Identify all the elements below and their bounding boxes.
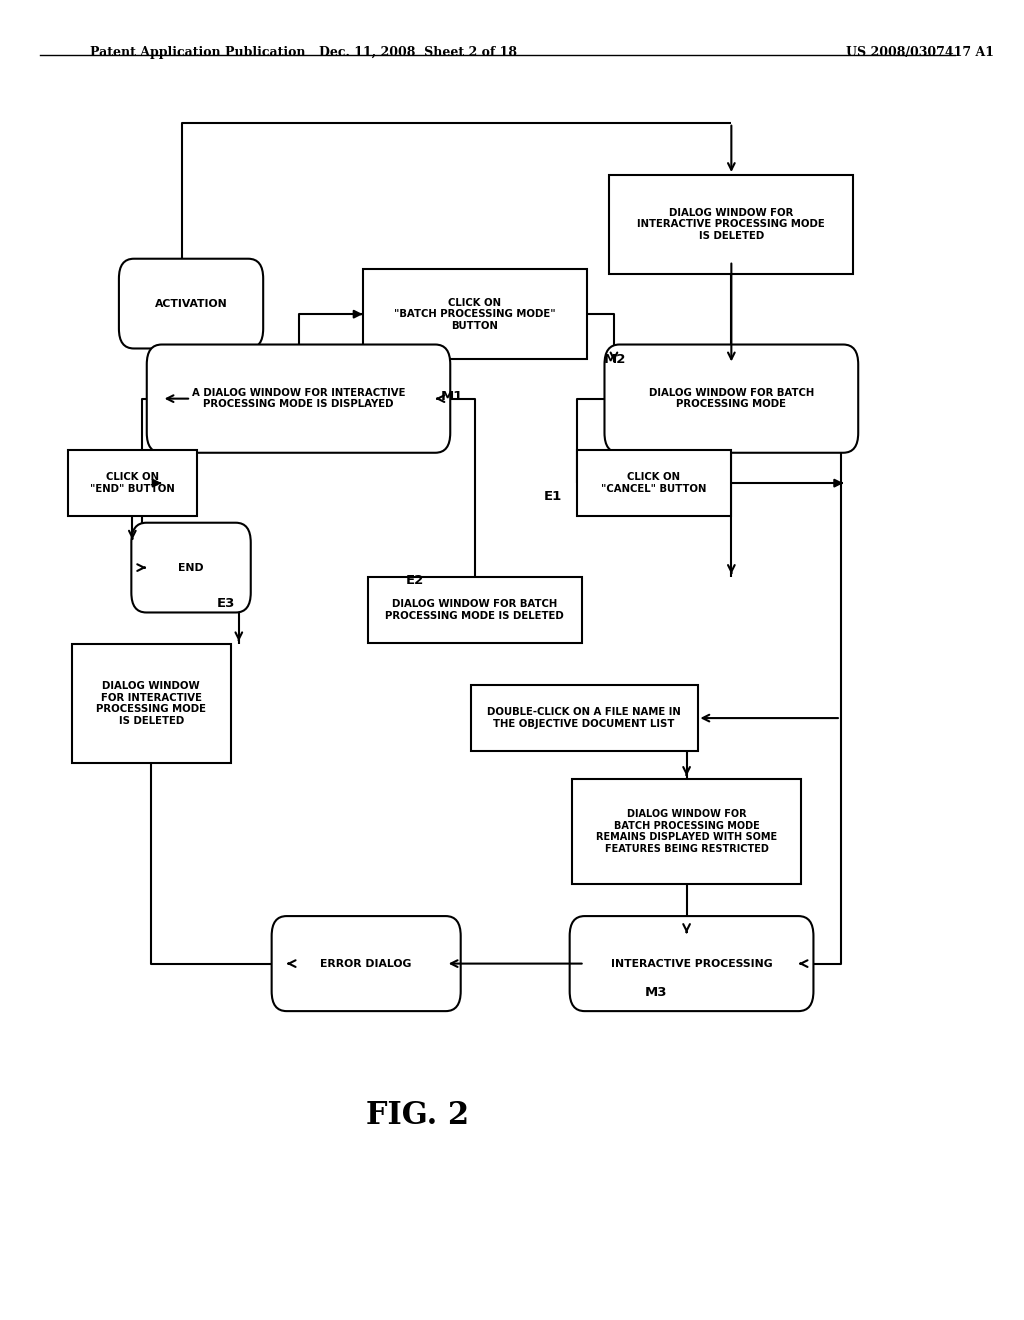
Text: ACTIVATION: ACTIVATION: [155, 298, 227, 309]
FancyBboxPatch shape: [572, 779, 801, 884]
Text: FIG. 2: FIG. 2: [367, 1100, 469, 1131]
Text: ERROR DIALOG: ERROR DIALOG: [321, 958, 412, 969]
Text: M2: M2: [604, 352, 627, 366]
Text: CLICK ON
"CANCEL" BUTTON: CLICK ON "CANCEL" BUTTON: [601, 473, 707, 494]
FancyBboxPatch shape: [471, 685, 697, 751]
FancyBboxPatch shape: [119, 259, 263, 348]
Text: DIALOG WINDOW
FOR INTERACTIVE
PROCESSING MODE
IS DELETED: DIALOG WINDOW FOR INTERACTIVE PROCESSING…: [96, 681, 206, 726]
FancyBboxPatch shape: [131, 523, 251, 612]
Text: A DIALOG WINDOW FOR INTERACTIVE
PROCESSING MODE IS DISPLAYED: A DIALOG WINDOW FOR INTERACTIVE PROCESSI…: [191, 388, 406, 409]
Text: DIALOG WINDOW FOR
BATCH PROCESSING MODE
REMAINS DISPLAYED WITH SOME
FEATURES BEI: DIALOG WINDOW FOR BATCH PROCESSING MODE …: [596, 809, 777, 854]
Text: M1: M1: [440, 389, 463, 403]
Text: M3: M3: [645, 986, 668, 999]
FancyBboxPatch shape: [604, 345, 858, 453]
Text: CLICK ON
"BATCH PROCESSING MODE"
BUTTON: CLICK ON "BATCH PROCESSING MODE" BUTTON: [394, 297, 555, 331]
FancyBboxPatch shape: [68, 450, 197, 516]
Text: DOUBLE-CLICK ON A FILE NAME IN
THE OBJECTIVE DOCUMENT LIST: DOUBLE-CLICK ON A FILE NAME IN THE OBJEC…: [487, 708, 681, 729]
Text: DIALOG WINDOW FOR
INTERACTIVE PROCESSING MODE
IS DELETED: DIALOG WINDOW FOR INTERACTIVE PROCESSING…: [638, 207, 825, 242]
FancyBboxPatch shape: [72, 644, 230, 763]
Text: E1: E1: [544, 490, 561, 503]
FancyBboxPatch shape: [368, 577, 582, 643]
Text: CLICK ON
"END" BUTTON: CLICK ON "END" BUTTON: [90, 473, 175, 494]
Text: INTERACTIVE PROCESSING: INTERACTIVE PROCESSING: [610, 958, 772, 969]
Text: DIALOG WINDOW FOR BATCH
PROCESSING MODE: DIALOG WINDOW FOR BATCH PROCESSING MODE: [649, 388, 814, 409]
Text: Patent Application Publication: Patent Application Publication: [89, 46, 305, 59]
FancyBboxPatch shape: [362, 269, 587, 359]
Text: E3: E3: [217, 597, 236, 610]
FancyBboxPatch shape: [609, 176, 853, 275]
Text: E2: E2: [406, 574, 424, 587]
Text: US 2008/0307417 A1: US 2008/0307417 A1: [846, 46, 993, 59]
FancyBboxPatch shape: [146, 345, 451, 453]
Text: Dec. 11, 2008  Sheet 2 of 18: Dec. 11, 2008 Sheet 2 of 18: [318, 46, 517, 59]
Text: END: END: [178, 562, 204, 573]
FancyBboxPatch shape: [577, 450, 731, 516]
FancyBboxPatch shape: [569, 916, 813, 1011]
FancyBboxPatch shape: [271, 916, 461, 1011]
Text: DIALOG WINDOW FOR BATCH
PROCESSING MODE IS DELETED: DIALOG WINDOW FOR BATCH PROCESSING MODE …: [385, 599, 564, 620]
